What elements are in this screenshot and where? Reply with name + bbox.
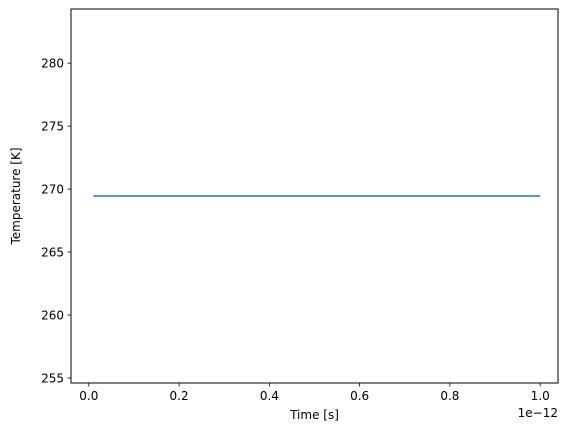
- x-tick-label: 0.0: [79, 389, 98, 403]
- y-tick-label: 270: [41, 183, 64, 197]
- plot-area-frame: [70, 8, 559, 384]
- y-tick-label: 265: [41, 246, 64, 260]
- x-tick-label: 0.2: [170, 389, 189, 403]
- y-axis: 255 260 265 270 275 280: [41, 57, 71, 385]
- y-tick-label: 280: [41, 57, 64, 71]
- y-tick-label: 275: [41, 120, 64, 134]
- x-axis: 0.0 0.2 0.4 0.6 0.8 1.0: [79, 383, 550, 403]
- x-tick-label: 1.0: [531, 389, 550, 403]
- y-tick-label: 260: [41, 309, 64, 323]
- x-axis-offset-label: 1e−12: [518, 406, 558, 420]
- y-tick-label: 255: [41, 371, 64, 385]
- y-axis-label: Temperature [K]: [9, 147, 23, 245]
- x-tick-label: 0.6: [350, 389, 369, 403]
- x-tick-label: 0.8: [440, 389, 459, 403]
- x-tick-label: 0.4: [260, 389, 279, 403]
- x-axis-label: Time [s]: [289, 408, 339, 422]
